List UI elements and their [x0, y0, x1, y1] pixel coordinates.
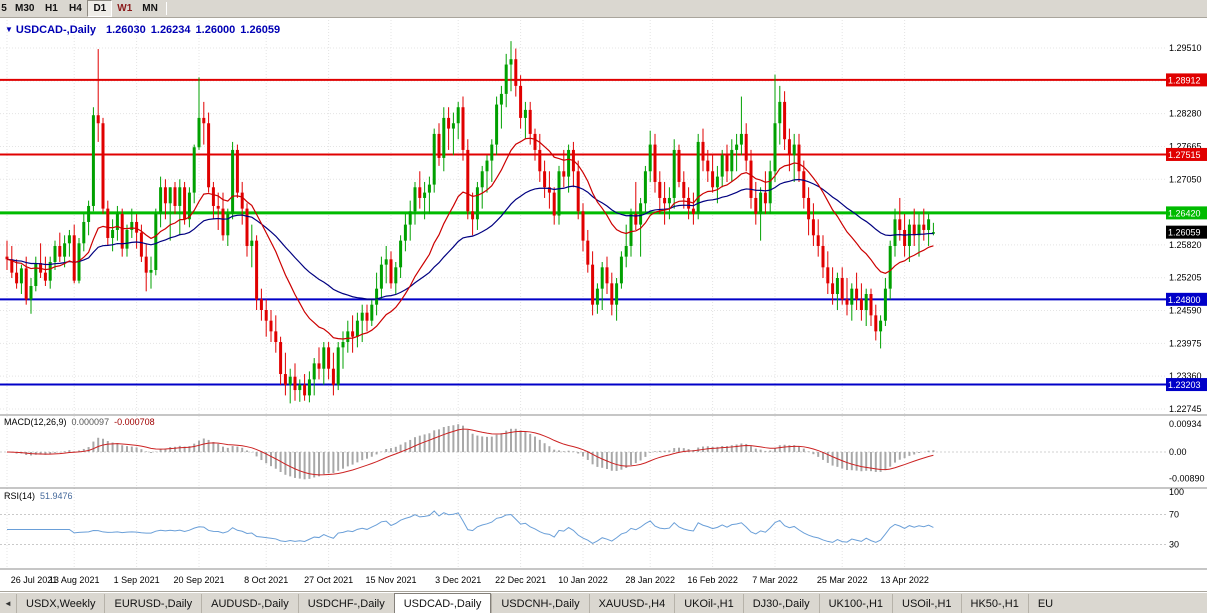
macd-indicator-label: MACD(12,26,9) 0.000097 -0.000708: [4, 417, 155, 427]
chart-tab-usdchf-daily[interactable]: USDCHF-,Daily: [297, 594, 394, 613]
symbol-dropdown-icon: ▼: [5, 25, 13, 34]
macd-signal-value: -0.000708: [114, 417, 155, 427]
svg-text:1.25820: 1.25820: [1169, 240, 1202, 250]
svg-text:22 Dec 2021: 22 Dec 2021: [495, 575, 546, 585]
svg-text:1.25205: 1.25205: [1169, 273, 1202, 283]
svg-text:1.28912: 1.28912: [1168, 75, 1201, 85]
toolbar-separator: [165, 2, 167, 15]
chart-title: USDCAD-,Daily: [15, 24, 96, 36]
chart-tab-usoil-h1[interactable]: USOil-,H1: [892, 594, 961, 613]
price-axis[interactable]: 1.295101.288951.282801.276651.270501.264…: [1169, 43, 1202, 414]
svg-text:13 Aug 2021: 13 Aug 2021: [49, 575, 100, 585]
svg-text:1.23203: 1.23203: [1168, 380, 1201, 390]
chart-tab-eu-partial[interactable]: EU: [1027, 594, 1062, 613]
svg-text:1 Sep 2021: 1 Sep 2021: [114, 575, 160, 585]
moving-averages: [6, 137, 934, 340]
svg-text:1.23975: 1.23975: [1169, 338, 1202, 348]
tab-scroll-left-icon[interactable]: ◄: [4, 599, 12, 608]
chart-tab-eurusd-daily[interactable]: EURUSD-,Daily: [104, 594, 201, 613]
grid-lines: [0, 20, 1166, 569]
panel-separators: [0, 414, 1207, 570]
svg-text:1.23360: 1.23360: [1169, 371, 1202, 381]
timeframe-m5-button[interactable]: 5: [1, 3, 7, 14]
macd-main-value: 0.000097: [71, 417, 110, 427]
chart-ohlc-header: ▼ USDCAD-,Daily 1.26030 1.26234 1.26000 1.260…: [5, 24, 285, 36]
timeframe-toolbar: 5 M30 H1 H4 D1 W1 MN: [0, 0, 1207, 18]
svg-text:20 Sep 2021: 20 Sep 2021: [173, 575, 224, 585]
svg-text:0.00934: 0.00934: [1169, 419, 1202, 429]
svg-text:13 Apr 2022: 13 Apr 2022: [880, 575, 929, 585]
rsi-indicator-label: RSI(14) 51.9476: [4, 491, 73, 501]
timeframe-w1-button[interactable]: W1: [117, 3, 133, 14]
svg-text:10 Jan 2022: 10 Jan 2022: [558, 575, 608, 585]
svg-text:-0.00890: -0.00890: [1169, 474, 1205, 484]
svg-text:25 Mar 2022: 25 Mar 2022: [817, 575, 868, 585]
ohlc-low-value: 1.26000: [195, 24, 236, 36]
rsi-panel: 100 70 30: [0, 487, 1184, 550]
svg-text:1.29510: 1.29510: [1169, 43, 1202, 53]
ohlc-open-value: 1.26030: [106, 24, 146, 36]
timeframe-h4-button[interactable]: H4: [69, 3, 82, 14]
svg-text:100: 100: [1169, 487, 1184, 497]
svg-text:15 Nov 2021: 15 Nov 2021: [365, 575, 416, 585]
svg-text:1.22745: 1.22745: [1169, 404, 1202, 414]
macd-panel: 0.00934 0.00 -0.00890: [0, 419, 1205, 484]
timeframe-h1-button[interactable]: H1: [45, 3, 58, 14]
chart-tab-dj30-daily[interactable]: DJ30-,Daily: [742, 594, 819, 613]
svg-text:28 Jan 2022: 28 Jan 2022: [625, 575, 675, 585]
chart-tab-uk100-h1[interactable]: UK100-,H1: [818, 594, 892, 613]
svg-text:1.24800: 1.24800: [1168, 295, 1201, 305]
chart-tab-ukoil-h1[interactable]: UKOil-,H1: [674, 594, 743, 613]
chart-tab-usdx-weekly[interactable]: USDX,Weekly: [16, 594, 104, 613]
timeframe-m30-button[interactable]: M30: [15, 3, 35, 14]
macd-name: MACD(12,26,9): [4, 417, 67, 427]
svg-text:8 Oct 2021: 8 Oct 2021: [244, 575, 288, 585]
chart-tab-audusd-daily[interactable]: AUDUSD-,Daily: [201, 594, 298, 613]
ohlc-close-value: 1.26059: [240, 24, 281, 36]
svg-text:30: 30: [1169, 540, 1179, 550]
price-line-badges: 1.28912 1.27515 1.26420 1.24800 1.23203 1.260…: [1166, 73, 1207, 392]
ohlc-high-value: 1.26234: [150, 24, 191, 36]
svg-text:27 Oct 2021: 27 Oct 2021: [304, 575, 353, 585]
timeframe-d1-button[interactable]: D1: [87, 0, 113, 17]
svg-text:1.27515: 1.27515: [1168, 150, 1201, 160]
svg-text:3 Dec 2021: 3 Dec 2021: [435, 575, 481, 585]
svg-text:70: 70: [1169, 510, 1179, 520]
chart-tabbar: ◄ USDX,Weekly EURUSD-,Daily AUDUSD-,Dail…: [0, 592, 1207, 613]
chart-tab-usdcad-daily[interactable]: USDCAD-,Daily: [393, 593, 492, 613]
rsi-name: RSI(14): [4, 491, 36, 501]
svg-text:1.24590: 1.24590: [1169, 306, 1202, 316]
chart-tab-usdcnh-daily[interactable]: USDCNH-,Daily: [491, 594, 588, 613]
svg-text:0.00: 0.00: [1169, 447, 1187, 457]
chart-tab-xauusd-h4[interactable]: XAUUSD-,H4: [588, 594, 675, 613]
svg-text:1.27050: 1.27050: [1169, 174, 1202, 184]
timeframe-mn-button[interactable]: MN: [142, 3, 158, 14]
chart-canvas[interactable]: 1.295101.288951.282801.276651.270501.264…: [0, 18, 1207, 592]
svg-text:1.28280: 1.28280: [1169, 109, 1202, 119]
svg-text:1.26420: 1.26420: [1168, 208, 1201, 218]
svg-text:16 Feb 2022: 16 Feb 2022: [687, 575, 738, 585]
svg-text:1.27665: 1.27665: [1169, 141, 1202, 151]
svg-text:7 Mar 2022: 7 Mar 2022: [752, 575, 798, 585]
svg-text:26 Jul 2021: 26 Jul 2021: [11, 575, 58, 585]
chart-tab-hk50-h1[interactable]: HK50-,H1: [960, 594, 1028, 613]
svg-text:1.26059: 1.26059: [1168, 228, 1201, 238]
rsi-value: 51.9476: [40, 491, 73, 501]
candlesticks: [5, 41, 935, 404]
